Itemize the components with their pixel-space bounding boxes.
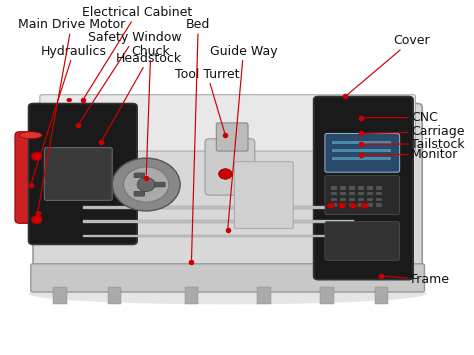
FancyBboxPatch shape [134, 191, 145, 196]
Text: Carriage: Carriage [364, 125, 465, 138]
Circle shape [112, 158, 180, 211]
Text: Electrical Cabinet: Electrical Cabinet [82, 6, 192, 98]
Bar [367, 186, 373, 190]
Text: Main Drive Motor: Main Drive Motor [18, 18, 125, 210]
FancyBboxPatch shape [33, 104, 422, 280]
Bar [349, 198, 355, 201]
Bar [54, 287, 67, 304]
Text: Tool Turret: Tool Turret [175, 68, 239, 132]
Circle shape [350, 203, 357, 208]
Circle shape [31, 152, 42, 160]
Ellipse shape [28, 283, 427, 304]
Circle shape [338, 203, 346, 208]
Bar [108, 287, 121, 304]
Text: Guide Way: Guide Way [210, 45, 277, 228]
FancyBboxPatch shape [15, 132, 46, 223]
Text: Cover: Cover [347, 34, 429, 95]
Circle shape [219, 169, 232, 179]
Bar [320, 287, 334, 304]
Circle shape [361, 203, 368, 208]
Text: CNC: CNC [364, 111, 438, 124]
Bar [367, 192, 373, 196]
FancyBboxPatch shape [235, 162, 293, 229]
Bar [358, 198, 364, 201]
Text: Bed: Bed [186, 18, 210, 259]
Bar [83, 206, 355, 209]
Bar [332, 157, 391, 159]
Circle shape [124, 167, 169, 202]
Text: Chuck: Chuck [131, 45, 170, 175]
FancyBboxPatch shape [325, 222, 400, 260]
Text: Headstock: Headstock [102, 52, 182, 140]
FancyBboxPatch shape [28, 104, 137, 245]
Bar [376, 198, 382, 201]
Bar [332, 141, 391, 144]
Bar [367, 198, 373, 201]
Circle shape [66, 98, 72, 102]
Bar [358, 192, 364, 196]
FancyBboxPatch shape [216, 123, 248, 151]
Bar [331, 198, 337, 201]
Text: Hydraulics: Hydraulics [32, 45, 107, 182]
Bar [349, 192, 355, 196]
FancyBboxPatch shape [314, 97, 413, 280]
Bar [340, 186, 346, 190]
FancyBboxPatch shape [31, 264, 425, 292]
Circle shape [327, 203, 335, 208]
Bar [340, 192, 346, 196]
Bar [331, 203, 337, 207]
FancyBboxPatch shape [134, 173, 145, 178]
FancyBboxPatch shape [325, 133, 400, 172]
Circle shape [137, 178, 155, 192]
Bar [349, 203, 355, 207]
Bar [185, 287, 198, 304]
FancyBboxPatch shape [40, 95, 415, 151]
FancyBboxPatch shape [155, 182, 165, 187]
Text: Safety Window: Safety Window [80, 31, 182, 122]
Bar [376, 203, 382, 207]
Bar [375, 287, 388, 304]
Bar [340, 198, 346, 201]
Bar [376, 192, 382, 196]
FancyBboxPatch shape [325, 176, 400, 214]
Bar [358, 203, 364, 207]
Bar [367, 203, 373, 207]
Bar [332, 149, 391, 152]
Text: Tailstock: Tailstock [364, 137, 465, 151]
Bar [358, 186, 364, 190]
Bar [349, 186, 355, 190]
Text: Monitor: Monitor [364, 148, 458, 161]
Bar [83, 220, 355, 223]
Bar [331, 192, 337, 196]
Bar [376, 186, 382, 190]
Circle shape [31, 215, 42, 224]
FancyBboxPatch shape [45, 148, 112, 200]
Ellipse shape [19, 132, 42, 139]
Text: Frame: Frame [384, 273, 450, 286]
Bar [331, 186, 337, 190]
FancyBboxPatch shape [205, 139, 255, 195]
Bar [83, 235, 355, 237]
Bar [340, 203, 346, 207]
Bar [257, 287, 271, 304]
